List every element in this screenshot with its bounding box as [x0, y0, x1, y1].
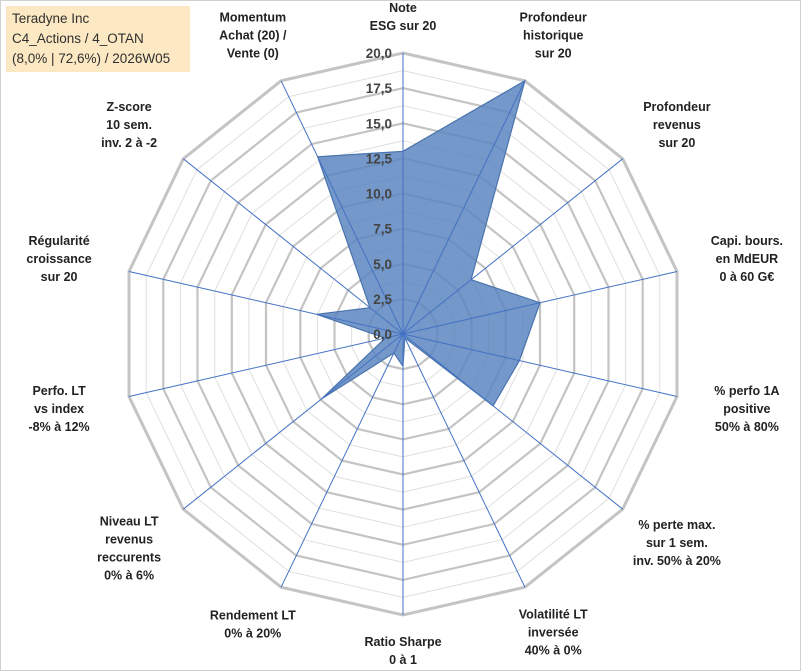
axis-label-line: 0 à 1 — [389, 653, 417, 667]
axis-label-line: inversée — [528, 625, 579, 639]
axis-label-line: 40% à 0% — [525, 643, 582, 657]
axis-label-line: sur 20 — [41, 270, 78, 284]
axis-label: Profondeur revenus sur 20 — [643, 100, 710, 150]
tick-label: 12,5 — [366, 151, 393, 166]
spoke-line — [402, 80, 526, 335]
spoke-line — [402, 333, 624, 510]
axis-label-line: ESG sur 20 — [370, 19, 437, 33]
axis-label: Niveau LT revenus reccurents 0% à 6% — [97, 515, 161, 583]
axis-label: Perfo. LT vs index -8% à 12% — [29, 384, 90, 434]
axis-label: Régularité croissance sur 20 — [26, 234, 91, 284]
title-line-stats: (8,0% | 72,6%) / 2026W05 — [12, 51, 171, 66]
tick-label: 2,5 — [373, 292, 392, 307]
axis-label: Rendement LT 0% à 20% — [210, 608, 296, 640]
axis-label-line: Régularité — [29, 234, 90, 248]
axis-label-line: Volatilité LT — [519, 607, 588, 621]
axis-label-line: reccurents — [97, 551, 161, 565]
axis-label-line: croissance — [26, 252, 91, 266]
axis-label-line: sur 1 sem. — [646, 536, 708, 550]
axis-label-line: revenus — [653, 118, 701, 132]
axis-label-line: Note — [389, 1, 417, 15]
axis-label-line: sur 20 — [658, 136, 695, 150]
axis-label: Note ESG sur 20 — [370, 1, 437, 33]
axis-label-line: Momentum — [219, 11, 286, 25]
axis-label: Profondeur historique sur 20 — [520, 11, 587, 61]
spoke-line — [402, 333, 526, 588]
axis-label-line: 10 sem. — [106, 118, 152, 132]
axis-label-line: Niveau LT — [100, 515, 159, 529]
axis-label-line: positive — [723, 402, 770, 416]
axis-label-line: -8% à 12% — [29, 420, 90, 434]
spoke-line — [402, 271, 678, 335]
axis-label: % perte max. sur 1 sem. inv. 50% à 20% — [633, 518, 721, 568]
spoke-line — [402, 333, 678, 397]
tick-label: 17,5 — [366, 81, 393, 96]
axis-label-line: Capi. bours. — [711, 234, 783, 248]
tick-label: 5,0 — [373, 257, 392, 272]
axis-label-line: sur 20 — [535, 47, 572, 61]
axis-label: Momentum Achat (20) / Vente (0) — [219, 11, 287, 61]
tick-label: 15,0 — [366, 116, 392, 131]
spoke-line — [182, 333, 404, 510]
label-layer: Note ESG sur 20 Profondeur historique sur 20… — [26, 1, 783, 667]
title-line-company: Teradyne Inc — [12, 11, 90, 26]
axis-label-line: Vente (0) — [227, 47, 279, 61]
axis-label-line: Rendement LT — [210, 608, 296, 622]
spoke-line — [128, 271, 404, 335]
axis-label-line: % perfo 1A — [714, 384, 779, 398]
tick-label: 10,0 — [366, 187, 392, 202]
axis-label: Volatilité LT inversée 40% à 0% — [519, 607, 588, 657]
axis-label-line: historique — [523, 29, 583, 43]
axis-label-line: 0% à 6% — [104, 569, 154, 583]
chart-title-box: Teradyne Inc C4_Actions / 4_OTAN (8,0% |… — [6, 6, 190, 72]
spoke-line — [280, 333, 404, 588]
axis-label-line: Profondeur — [520, 11, 587, 25]
axis-label: Capi. bours. en MdEUR 0 à 60 G€ — [711, 234, 783, 284]
tick-label: 7,5 — [373, 222, 392, 237]
axis-label-line: Perfo. LT — [32, 384, 86, 398]
axis-label-line: Profondeur — [643, 100, 710, 114]
axis-label-line: inv. 50% à 20% — [633, 554, 721, 568]
spoke-line — [182, 158, 404, 335]
spoke-line — [128, 333, 404, 397]
tick-layer: 0,0 2,5 5,0 7,5 10,0 12,5 15,0 17,5 20,0 — [366, 46, 393, 342]
axis-label-line: % perte max. — [638, 518, 715, 532]
axis-label-line: 50% à 80% — [715, 420, 779, 434]
spoke-line — [402, 158, 624, 335]
tick-label: 0,0 — [373, 327, 392, 342]
axis-label-line: Ratio Sharpe — [364, 635, 441, 649]
axis-label-line: 0 à 60 G€ — [719, 270, 774, 284]
title-line-category: C4_Actions / 4_OTAN — [12, 31, 144, 46]
axis-label-line: Achat (20) / — [219, 29, 287, 43]
tick-label: 20,0 — [366, 46, 392, 61]
axis-label-line: en MdEUR — [716, 252, 779, 266]
spoke-layer — [128, 53, 678, 615]
axis-label-line: vs index — [34, 402, 84, 416]
axis-label: % perfo 1A positive 50% à 80% — [714, 384, 779, 434]
axis-label: Z-score 10 sem. inv. 2 à -2 — [101, 100, 157, 150]
spoke-line — [280, 80, 404, 335]
axis-label: Ratio Sharpe 0 à 1 — [364, 635, 441, 667]
axis-label-line: inv. 2 à -2 — [101, 136, 157, 150]
axis-label-line: revenus — [105, 533, 153, 547]
axis-label-line: 0% à 20% — [224, 626, 281, 640]
axis-label-line: Z-score — [107, 100, 152, 114]
